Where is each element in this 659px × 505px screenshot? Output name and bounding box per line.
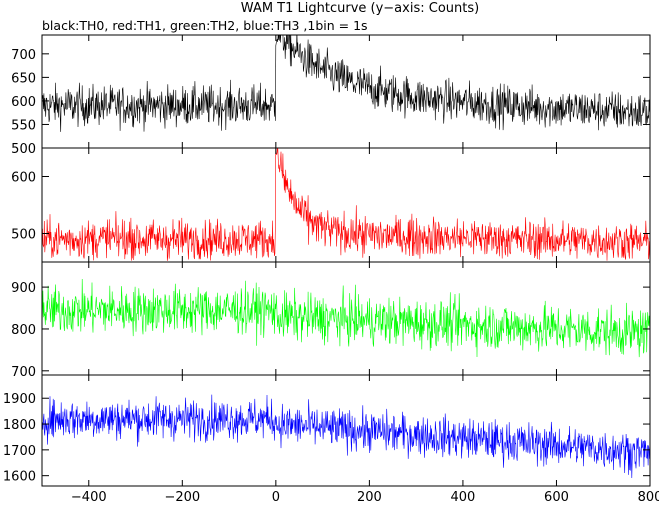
x-tick-label: 400 <box>451 490 476 505</box>
chart-subtitle: black:TH0, red:TH1, green:TH2, blue:TH3 … <box>42 18 368 33</box>
panels-group: 500 550 600 650 700 500 600 700 800 900 1600 1700 18… <box>3 34 659 505</box>
x-tick-label: 800 <box>638 490 659 505</box>
y-tick-label: 1800 <box>3 418 36 433</box>
x-tick-label: 600 <box>544 490 569 505</box>
x-tick-label: −400 <box>71 490 107 505</box>
x-tick-label: 200 <box>357 490 382 505</box>
panel-th0: 500 550 600 650 700 <box>11 34 651 157</box>
x-tick-label: 0 <box>272 490 280 505</box>
y-tick-label: 500 <box>11 142 36 157</box>
y-tick-label: 800 <box>11 323 36 338</box>
y-tick-label: 700 <box>11 365 36 380</box>
series-line-th0 <box>42 35 650 132</box>
series-line-th2 <box>42 278 650 358</box>
y-tick-label: 550 <box>11 118 36 133</box>
y-tick-label: 1900 <box>3 392 36 407</box>
panel-frame <box>41 374 651 487</box>
y-tick-label: 600 <box>11 95 36 110</box>
y-tick-label: 1600 <box>3 470 36 485</box>
y-tick-label: 650 <box>11 71 36 86</box>
panel-th2: 700 800 900 <box>11 261 651 380</box>
panel-th3: 1600 1700 1800 1900 <box>3 374 651 487</box>
x-tick-label: −200 <box>164 490 200 505</box>
y-tick-label: 1700 <box>3 444 36 459</box>
panel-frame <box>41 34 651 149</box>
panel-th1: 500 600 <box>11 147 651 263</box>
y-tick-label: 900 <box>11 281 36 296</box>
series-line-th1 <box>42 148 650 261</box>
series-line-th3 <box>42 394 650 479</box>
chart-title: WAM T1 Lightcurve (y−axis: Counts) <box>241 1 479 16</box>
y-tick-label: 600 <box>11 171 36 186</box>
y-tick-label: 500 <box>11 228 36 243</box>
y-tick-label: 700 <box>11 48 36 63</box>
